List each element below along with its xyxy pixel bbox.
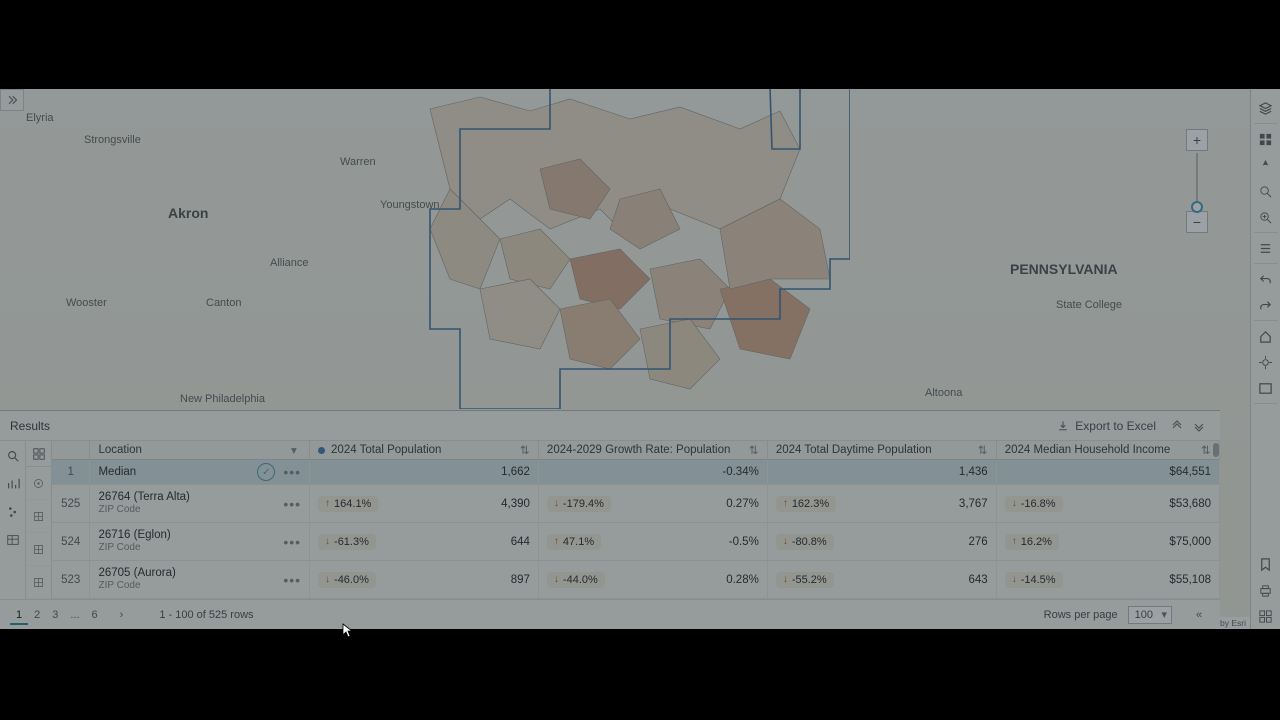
right-toolbar bbox=[1250, 89, 1280, 629]
choropleth-region bbox=[420, 89, 850, 409]
row-menu-button[interactable]: ••• bbox=[283, 464, 301, 480]
collapse-down-button[interactable] bbox=[1188, 415, 1210, 437]
results-title: Results bbox=[10, 419, 50, 433]
list-icon[interactable] bbox=[1253, 235, 1279, 261]
print-icon[interactable] bbox=[1253, 577, 1279, 603]
locate-icon[interactable] bbox=[1253, 349, 1279, 375]
row-menu-button[interactable]: ••• bbox=[283, 496, 301, 512]
layers-icon[interactable] bbox=[1253, 95, 1279, 121]
results-side-tools bbox=[0, 441, 26, 599]
map-label: Akron bbox=[168, 205, 208, 221]
map-label: Alliance bbox=[270, 257, 309, 269]
bookmark-icon[interactable] bbox=[1253, 551, 1279, 577]
redo-icon[interactable] bbox=[1253, 292, 1279, 318]
zoom-handle[interactable] bbox=[1191, 201, 1203, 213]
home-icon[interactable] bbox=[1253, 323, 1279, 349]
row-menu-button[interactable]: ••• bbox=[283, 534, 301, 550]
zoom-control[interactable]: + − bbox=[1186, 129, 1208, 233]
rpp-select[interactable]: 100 bbox=[1128, 606, 1172, 624]
map-label: Altoona bbox=[925, 387, 962, 399]
col-rownum bbox=[52, 441, 90, 459]
zoom-out-button[interactable]: − bbox=[1186, 211, 1208, 233]
chart-icon[interactable] bbox=[4, 473, 22, 495]
expand-panel-button[interactable] bbox=[0, 89, 24, 111]
grid-scrollbar[interactable] bbox=[1212, 441, 1220, 599]
check-icon[interactable]: ✓ bbox=[257, 463, 275, 481]
map-canvas[interactable]: ElyriaStrongsvilleAkronWarrenYoungstownA… bbox=[0, 89, 1250, 629]
results-grid: Location▾ 2024 Total Population⇅ 2024-20… bbox=[52, 441, 1220, 599]
row-type-icon[interactable] bbox=[26, 566, 51, 599]
col-growth[interactable]: 2024-2029 Growth Rate: Population⇅ bbox=[539, 441, 768, 459]
zoom-full-icon[interactable] bbox=[1253, 178, 1279, 204]
col-daytime[interactable]: 2024 Total Daytime Population⇅ bbox=[768, 441, 997, 459]
filter-icon[interactable] bbox=[4, 445, 22, 467]
fullscreen-icon[interactable] bbox=[1253, 375, 1279, 401]
col-population[interactable]: 2024 Total Population⇅ bbox=[310, 441, 539, 459]
collapse-up-button[interactable] bbox=[1166, 415, 1188, 437]
pager-page[interactable]: 3 bbox=[46, 607, 64, 623]
pager-range: 1 - 100 of 525 rows bbox=[159, 609, 253, 621]
pager-collapse[interactable]: « bbox=[1188, 604, 1210, 626]
rpp-label: Rows per page bbox=[1044, 609, 1118, 621]
settings-icon[interactable] bbox=[4, 501, 22, 523]
pager-page[interactable]: 6 bbox=[86, 607, 104, 623]
map-label: Warren bbox=[340, 156, 376, 168]
export-excel-button[interactable]: Export to Excel bbox=[1057, 419, 1156, 433]
nav-icon[interactable] bbox=[1253, 152, 1279, 178]
undo-icon[interactable] bbox=[1253, 266, 1279, 292]
map-label: Strongsville bbox=[84, 134, 141, 146]
row-menu-button[interactable]: ••• bbox=[283, 572, 301, 588]
map-label: New Philadelphia bbox=[180, 393, 265, 405]
pager-page[interactable]: 2 bbox=[28, 607, 46, 623]
zoom-sel-icon[interactable] bbox=[1253, 204, 1279, 230]
map-label: Elyria bbox=[26, 112, 54, 124]
col-income[interactable]: 2024 Median Household Income⇅ bbox=[997, 441, 1220, 459]
cursor-icon bbox=[342, 623, 354, 639]
table-row-median[interactable]: 1 Median ✓ ••• 1,662 -0.34% 1,436 $64,55… bbox=[52, 460, 1220, 485]
row-type-icon[interactable] bbox=[26, 467, 51, 500]
map-label: State College bbox=[1056, 299, 1122, 311]
map-label: PENNSYLVANIA bbox=[1010, 261, 1118, 277]
results-panel: Results Export to Excel bbox=[0, 410, 1220, 629]
table-icon[interactable] bbox=[4, 529, 22, 551]
share-icon[interactable] bbox=[1253, 603, 1279, 629]
table-row[interactable]: 52526764 (Terra Alta)ZIP Code•••↑164.1%4… bbox=[52, 485, 1220, 523]
row-type-icon[interactable] bbox=[26, 533, 51, 566]
pager-page[interactable]: ... bbox=[64, 607, 85, 623]
col-location[interactable]: Location▾ bbox=[90, 441, 310, 459]
basemap-icon[interactable] bbox=[1253, 126, 1279, 152]
pager-page[interactable]: 1 bbox=[10, 607, 28, 625]
zoom-in-button[interactable]: + bbox=[1186, 129, 1208, 151]
table-row[interactable]: 52326705 (Aurora)ZIP Code•••↓-46.0%897↓-… bbox=[52, 561, 1220, 599]
row-type-icon[interactable] bbox=[26, 500, 51, 533]
median-label: Median bbox=[98, 466, 136, 478]
pager-next[interactable]: › bbox=[114, 607, 130, 623]
pager: 123...6 › 1 - 100 of 525 rows Rows per p… bbox=[0, 599, 1220, 629]
table-row[interactable]: 52426716 (Eglon)ZIP Code•••↓-61.3%644↑47… bbox=[52, 523, 1220, 561]
map-label: Canton bbox=[206, 297, 241, 309]
map-label: Wooster bbox=[66, 297, 107, 309]
rowicon-header[interactable] bbox=[26, 441, 51, 467]
